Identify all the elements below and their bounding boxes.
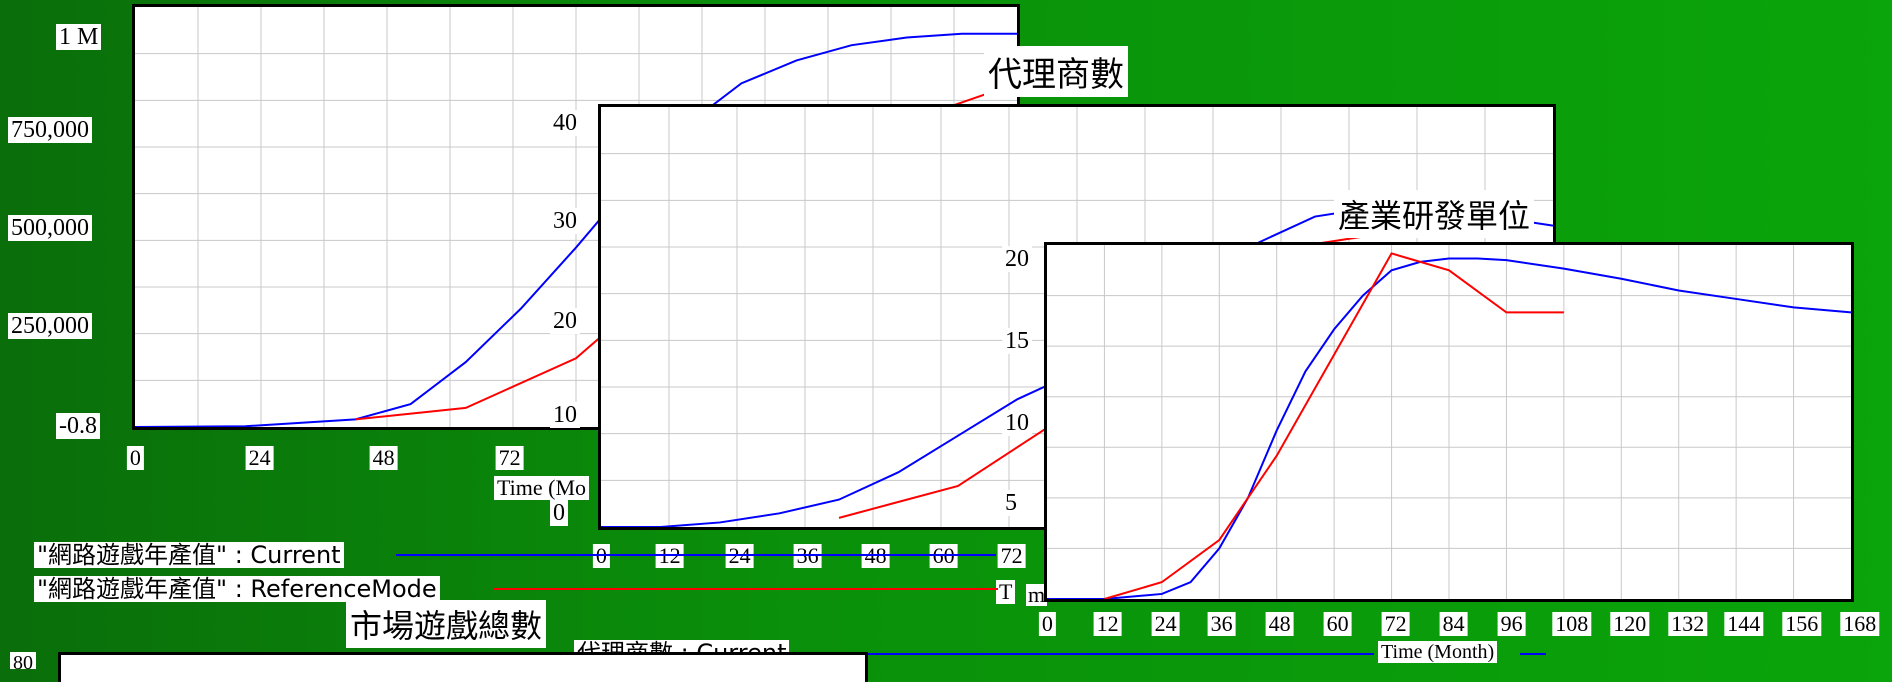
chart2-xlabel-fragment-2: m	[1026, 582, 1048, 607]
chart3-xtick-label: 156	[1782, 612, 1822, 636]
chart2-ytick-label: 20	[550, 308, 580, 334]
chart3-title: 產業研發單位	[1334, 190, 1535, 238]
chart3-xtick-label: 108	[1552, 612, 1592, 636]
chart3-ytick-label: 20	[1002, 246, 1032, 272]
chart1-ytick-label: -0.8	[56, 413, 100, 439]
chart3-xtick-label: 24	[1151, 612, 1180, 636]
bottom-chart-ytick: 80	[10, 652, 36, 669]
chart3-svg	[1047, 245, 1851, 599]
chart1-ytick-label: 500,000	[8, 215, 92, 241]
chart1-xtick-label: 24	[245, 446, 274, 470]
chart3-xtick-label: 84	[1439, 612, 1468, 636]
chart3-plot-area	[1044, 242, 1854, 602]
chart3-xtick-label: 12	[1093, 612, 1122, 636]
chart3-series-current-line	[1047, 257, 1851, 599]
chart2-xlabel-fragment: T	[996, 580, 1016, 604]
chart3-xtick-label: 0	[1038, 612, 1056, 636]
bottom-chart-plot-area	[58, 652, 868, 682]
chart1-xlabel: Time (Mo	[494, 476, 590, 500]
chart1-ytick-label: 750,000	[8, 117, 92, 143]
chart2-xtick-label: 60	[929, 544, 958, 568]
chart3-xtick-label: 96	[1497, 612, 1526, 636]
chart2-xtick-label: 36	[793, 544, 822, 568]
chart3-xtick-label: 72	[1381, 612, 1410, 636]
legend-current-line	[396, 554, 996, 556]
chart1-xtick-label: 0	[126, 446, 144, 470]
bottom-chart-title: 市場遊戲總數	[346, 600, 547, 648]
chart2-ytick-label: 30	[550, 208, 580, 234]
chart2-xtick-label: 12	[655, 544, 684, 568]
chart1-ytick-label: 250,000	[8, 313, 92, 339]
chart3-xtick-label: 60	[1323, 612, 1352, 636]
legend-current-label: "網路遊戲年產值" : Current	[34, 542, 344, 568]
legend-reference-line	[494, 588, 998, 590]
chart2-ytick-label: 40	[550, 110, 580, 136]
chart2-ytick-label: 10	[550, 402, 580, 428]
chart2-xtick-label: 72	[997, 544, 1026, 568]
chart3-ytick-label: 5	[1002, 490, 1020, 516]
chart1-xtick-label: 72	[495, 446, 524, 470]
chart3-ytick-label: 10	[1002, 410, 1032, 436]
chart3-xlabel: Time (Month)	[1378, 641, 1498, 663]
chart3-series-reference-line	[1104, 252, 1564, 599]
chart2-title: 代理商數	[984, 46, 1128, 97]
chart2-xtick-label: 0	[592, 544, 610, 568]
chart3-xtick-label: 144	[1724, 612, 1764, 636]
chart3-xlabel-line-right	[1520, 653, 1546, 655]
chart3-xtick-label: 132	[1668, 612, 1708, 636]
chart1-ytick-label: 1 M	[56, 24, 102, 50]
chart2-xtick-label: 24	[725, 544, 754, 568]
chart3-xtick-label: 48	[1265, 612, 1294, 636]
chart3-xlabel-line-left	[862, 653, 1374, 655]
chart3-xtick-label: 36	[1207, 612, 1236, 636]
chart3-ytick-label: 15	[1002, 328, 1032, 354]
chart3-xtick-label: 168	[1840, 612, 1880, 636]
chart2-xtick-label: 48	[861, 544, 890, 568]
chart3-xtick-label: 120	[1610, 612, 1650, 636]
legend-reference-label: "網路遊戲年產值" : ReferenceMode	[34, 576, 440, 602]
chart1-xtick-label: 48	[369, 446, 398, 470]
chart2-ytick-label: 0	[550, 500, 568, 526]
